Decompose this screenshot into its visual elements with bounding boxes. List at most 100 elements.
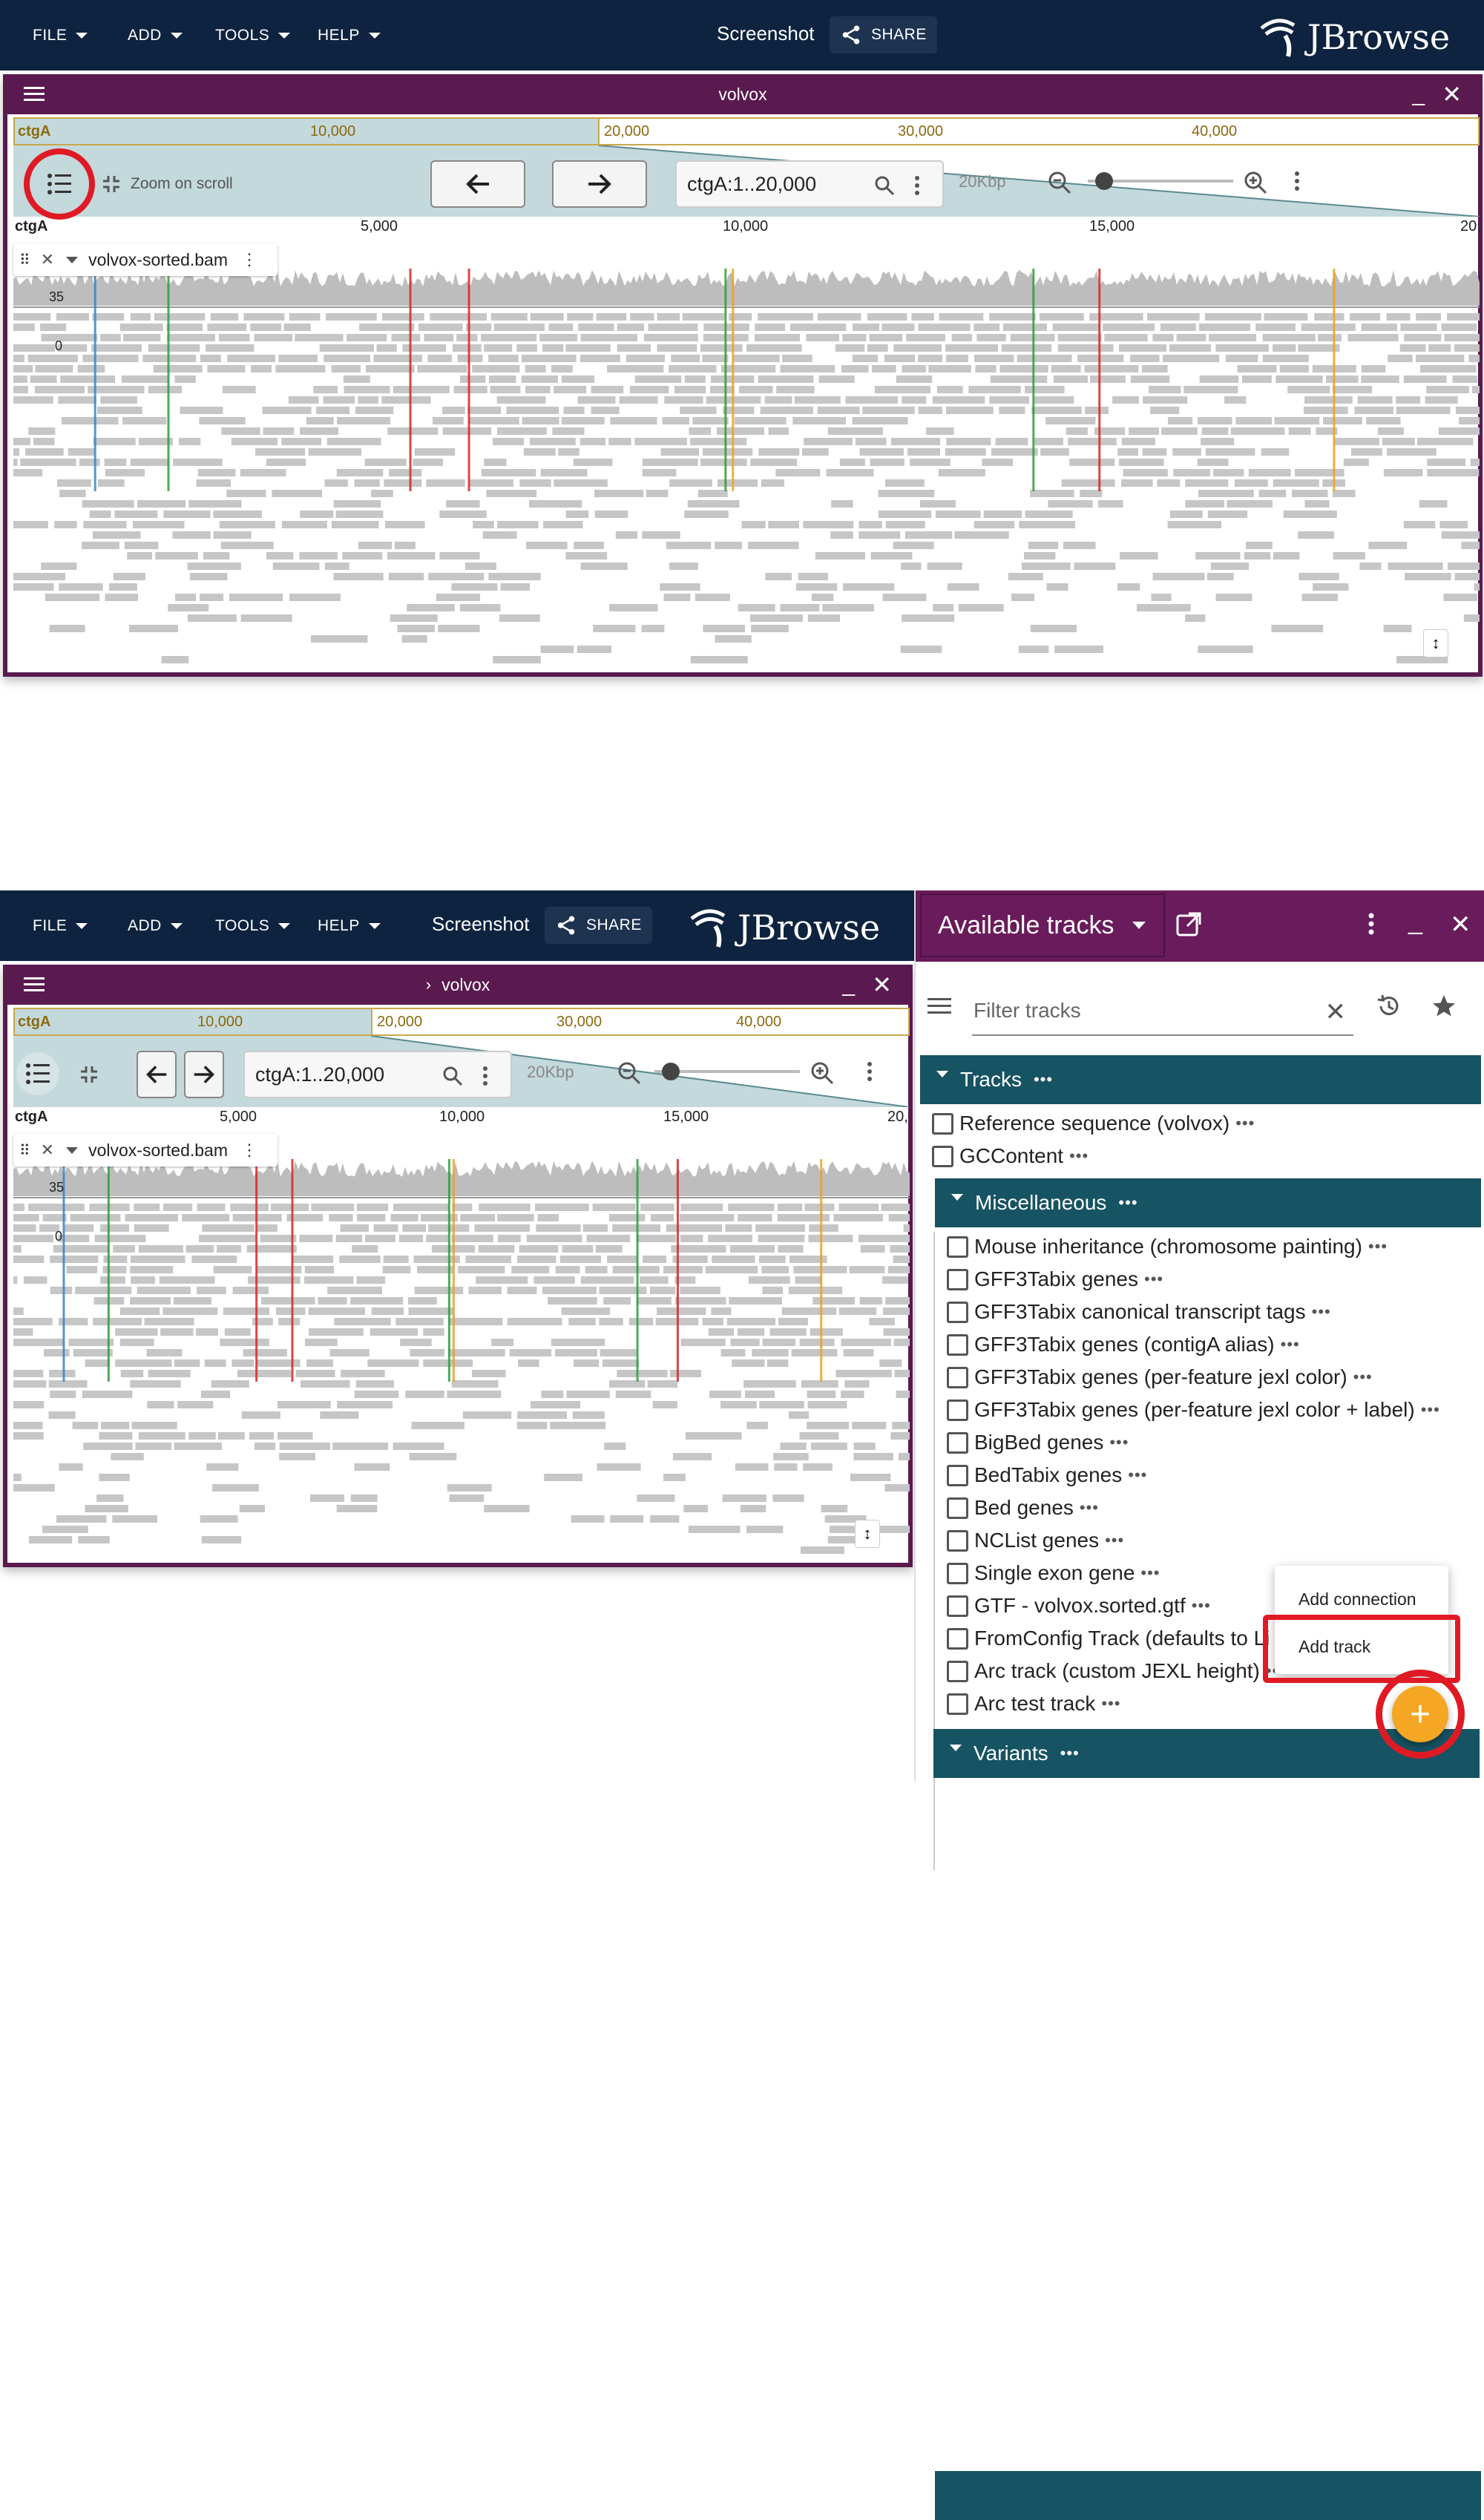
- close-icon[interactable]: ✕: [872, 971, 892, 998]
- track-item-menu-icon[interactable]: •••: [1079, 1498, 1099, 1517]
- track-item[interactable]: Single exon gene •••: [947, 1561, 1160, 1585]
- scroll-right-button[interactable]: [184, 1051, 224, 1098]
- track-checkbox[interactable]: [947, 1333, 968, 1356]
- category-menu-icon[interactable]: •••: [1118, 1193, 1138, 1212]
- clear-filter-icon[interactable]: ✕: [1324, 998, 1347, 1026]
- track-item[interactable]: Arc test track •••: [947, 1692, 1120, 1716]
- track-checkbox[interactable]: [932, 1112, 953, 1135]
- drag-handle-icon[interactable]: ⠿: [19, 1142, 30, 1159]
- zoom-slider-thumb[interactable]: [662, 1063, 680, 1080]
- location-search-input[interactable]: ctgA:1..20,000: [243, 1051, 512, 1098]
- track-label[interactable]: ⠿ ✕ volvox-sorted.bam ⋮: [13, 1134, 278, 1167]
- track-item[interactable]: NCList genes •••: [947, 1529, 1124, 1552]
- track-item-menu-icon[interactable]: •••: [1353, 1368, 1373, 1386]
- screenshot-button[interactable]: Screenshot: [432, 913, 530, 935]
- help-menu[interactable]: HELP: [318, 890, 381, 961]
- alignments-track-area[interactable]: [13, 239, 1480, 669]
- add-connection-menu-item[interactable]: Add connection: [1298, 1589, 1416, 1609]
- track-item[interactable]: GFF3Tabix genes (per-feature jexl color …: [947, 1398, 1440, 1422]
- track-item-menu-icon[interactable]: •••: [1101, 1694, 1121, 1713]
- minimize-icon[interactable]: _: [842, 972, 855, 997]
- category-menu-icon[interactable]: •••: [1060, 1744, 1080, 1762]
- track-height-handle[interactable]: ↕: [1423, 629, 1448, 657]
- history-icon[interactable]: [1376, 993, 1402, 1020]
- track-checkbox[interactable]: [947, 1497, 968, 1519]
- more-vert-icon[interactable]: [1368, 913, 1374, 935]
- more-vert-icon[interactable]: [482, 1066, 488, 1086]
- zoom-in-icon[interactable]: [1244, 171, 1267, 194]
- close-icon[interactable]: ✕: [1442, 81, 1462, 108]
- track-item-menu-icon[interactable]: •••: [1144, 1270, 1164, 1288]
- view-select-dropdown[interactable]: Available tracks: [920, 893, 1165, 957]
- track-checkbox[interactable]: [947, 1431, 968, 1454]
- track-item[interactable]: FromConfig Track (defaults to Li•••: [947, 1627, 1295, 1650]
- track-item[interactable]: GTF - volvox.sorted.gtf •••: [947, 1594, 1211, 1618]
- track-item[interactable]: BedTabix genes •••: [947, 1463, 1147, 1487]
- screenshot-button[interactable]: Screenshot: [717, 22, 815, 45]
- hamburger-icon[interactable]: [928, 997, 951, 1015]
- track-height-handle[interactable]: ↕: [855, 1520, 880, 1548]
- track-item-menu-icon[interactable]: •••: [1109, 1433, 1129, 1451]
- track-item-menu-icon[interactable]: •••: [1368, 1237, 1388, 1256]
- zoom-on-scroll-toggle[interactable]: Zoom on scroll: [101, 174, 233, 194]
- category-menu-icon[interactable]: •••: [1033, 1070, 1054, 1089]
- view-menu-icon[interactable]: [24, 85, 45, 103]
- zoom-slider[interactable]: [654, 1063, 800, 1080]
- track-item[interactable]: Reference sequence (volvox) •••: [932, 1112, 1255, 1135]
- share-button[interactable]: SHARE: [830, 16, 937, 53]
- zoom-slider-thumb[interactable]: [1095, 172, 1113, 190]
- track-item-menu-icon[interactable]: •••: [1311, 1302, 1331, 1321]
- chevron-right-icon[interactable]: ›: [425, 975, 432, 994]
- track-item[interactable]: GFF3Tabix genes (per-feature jexl color)…: [947, 1365, 1373, 1389]
- overview-scale[interactable]: ctgA 10,000 20,000 30,000 40,000: [13, 117, 1480, 145]
- track-item-menu-icon[interactable]: •••: [1235, 1114, 1255, 1132]
- tools-menu[interactable]: TOOLS: [215, 890, 291, 961]
- star-icon[interactable]: [1431, 993, 1457, 1020]
- minimize-icon[interactable]: _: [1412, 82, 1425, 106]
- filter-tracks-input[interactable]: Filter tracks ✕: [972, 984, 1353, 1036]
- track-item[interactable]: BigBed genes •••: [947, 1431, 1129, 1454]
- open-in-new-icon[interactable]: [1175, 911, 1202, 938]
- location-search-input[interactable]: ctgA:1..20,000: [675, 160, 944, 208]
- zoom-in-icon[interactable]: [810, 1061, 834, 1085]
- track-collapse-icon[interactable]: [66, 1146, 79, 1154]
- track-checkbox[interactable]: [947, 1595, 968, 1617]
- scroll-left-button[interactable]: [137, 1051, 177, 1098]
- tools-menu[interactable]: TOOLS: [215, 0, 291, 70]
- track-checkbox[interactable]: [947, 1660, 968, 1682]
- track-checkbox[interactable]: [947, 1562, 968, 1584]
- add-menu[interactable]: ADD: [128, 890, 183, 961]
- track-item-menu-icon[interactable]: •••: [1420, 1400, 1440, 1419]
- track-item-menu-icon[interactable]: •••: [1140, 1563, 1160, 1582]
- track-checkbox[interactable]: [947, 1236, 968, 1258]
- track-close-icon[interactable]: ✕: [40, 1141, 55, 1159]
- add-menu[interactable]: ADD: [128, 0, 183, 70]
- track-checkbox[interactable]: [947, 1268, 968, 1290]
- track-item-menu-icon[interactable]: •••: [1105, 1531, 1125, 1549]
- track-item-menu-icon[interactable]: •••: [1280, 1335, 1300, 1353]
- scroll-left-button[interactable]: [430, 160, 525, 208]
- track-item[interactable]: Mouse inheritance (chromosome painting) •…: [947, 1235, 1388, 1259]
- track-item[interactable]: GCContent •••: [932, 1144, 1089, 1168]
- zoom-slider[interactable]: [1088, 172, 1233, 190]
- file-menu[interactable]: FILE: [33, 0, 88, 70]
- track-label[interactable]: ⠿ ✕ volvox-sorted.bam ⋮: [13, 243, 278, 276]
- category-tracks[interactable]: Tracks •••: [920, 1055, 1481, 1104]
- view-options-icon[interactable]: [867, 1061, 873, 1082]
- alignments-track-area[interactable]: [13, 1129, 910, 1560]
- category-miscellaneous[interactable]: Miscellaneous •••: [935, 1178, 1481, 1227]
- help-menu[interactable]: HELP: [318, 0, 381, 70]
- track-item[interactable]: Bed genes •••: [947, 1496, 1099, 1520]
- zoom-out-icon[interactable]: [617, 1061, 641, 1085]
- track-checkbox[interactable]: [947, 1627, 968, 1650]
- minimize-icon[interactable]: _: [1408, 907, 1422, 935]
- zoom-out-icon[interactable]: [1048, 171, 1071, 194]
- view-options-icon[interactable]: [1294, 171, 1300, 191]
- track-selector-button[interactable]: [16, 1052, 59, 1095]
- track-collapse-icon[interactable]: [66, 256, 79, 263]
- track-checkbox[interactable]: [947, 1366, 968, 1388]
- search-icon[interactable]: [442, 1066, 463, 1086]
- collapse-icon[interactable]: [79, 1064, 99, 1085]
- track-item[interactable]: GFF3Tabix canonical transcript tags •••: [947, 1300, 1331, 1324]
- drag-handle-icon[interactable]: ⠿: [19, 252, 30, 269]
